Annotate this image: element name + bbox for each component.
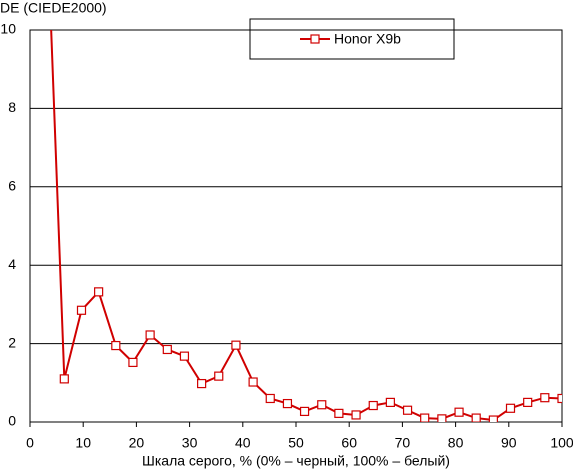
data-point <box>505 403 516 413</box>
data-point <box>557 393 562 404</box>
x-tick-label: 60 <box>341 435 357 451</box>
plot-frame <box>29 29 563 423</box>
data-point <box>402 405 413 415</box>
data-point <box>179 351 190 361</box>
data-point <box>351 410 361 420</box>
data-point <box>282 398 293 409</box>
data-point <box>214 371 224 381</box>
x-tick-label: 40 <box>235 435 251 451</box>
x-tick-label: 90 <box>501 435 517 451</box>
data-point <box>420 413 430 422</box>
data-point <box>76 305 87 315</box>
data-point <box>523 397 533 407</box>
x-tick-label: 50 <box>288 435 304 451</box>
data-point <box>385 397 395 407</box>
series-line <box>50 30 562 422</box>
x-tick-label: 100 <box>550 435 573 451</box>
legend-label: Honor X9b <box>334 31 401 47</box>
data-point <box>368 400 378 411</box>
x-tick-label: 10 <box>75 435 91 451</box>
data-point <box>197 378 207 389</box>
y-tick-label: 8 <box>8 99 16 115</box>
data-point <box>94 287 104 297</box>
data-point <box>454 407 464 417</box>
data-point <box>437 414 447 422</box>
data-point <box>265 393 275 404</box>
data-point <box>540 393 550 403</box>
x-tick-label: 30 <box>182 435 198 451</box>
y-tick-label: 6 <box>8 178 16 194</box>
y-tick-label: 4 <box>8 256 16 272</box>
data-point <box>128 357 138 368</box>
data-point <box>488 415 498 422</box>
data-point <box>334 408 344 418</box>
y-tick-label: 10 <box>0 21 16 37</box>
data-point <box>162 344 172 355</box>
chart-title: DE (CIEDE2000) <box>0 0 107 16</box>
data-point <box>145 330 155 340</box>
legend-marker <box>310 34 320 44</box>
data-point <box>231 340 241 350</box>
data-point <box>317 400 327 410</box>
plot-area <box>50 30 562 422</box>
legend-box <box>249 18 455 60</box>
x-tick-label: 70 <box>395 435 411 451</box>
data-point <box>471 413 481 422</box>
data-point <box>111 340 121 351</box>
x-tick-label: 20 <box>129 435 145 451</box>
x-axis-label: Шкала серого, % (0% – черный, 100% – бел… <box>142 453 450 469</box>
data-point <box>248 377 258 387</box>
data-point <box>59 374 69 384</box>
y-tick-label: 0 <box>8 413 16 429</box>
x-tick-label: 80 <box>448 435 464 451</box>
data-point <box>299 406 310 417</box>
x-tick-label: 0 <box>26 435 34 451</box>
y-tick-label: 2 <box>8 334 16 350</box>
